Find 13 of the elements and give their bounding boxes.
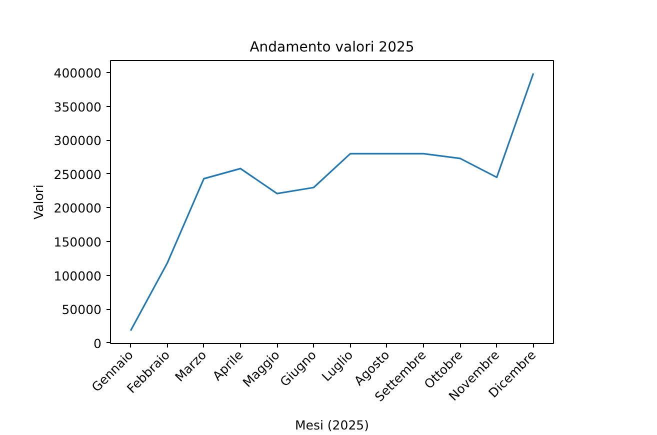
y-axis-title: Valori <box>30 184 46 220</box>
y-tick-label: 350000 <box>54 99 102 114</box>
y-tick-label: 0 <box>94 336 102 351</box>
y-tick-label: 150000 <box>54 234 102 250</box>
y-tick-label: 250000 <box>54 166 102 182</box>
y-tick-label: 200000 <box>54 200 102 216</box>
y-tick-label: 100000 <box>54 268 102 284</box>
y-tick-label: 50000 <box>62 302 102 318</box>
x-axis-title: Mesi (2025) <box>295 418 369 433</box>
chart-title: Andamento valori 2025 <box>250 40 414 56</box>
y-tick-label: 300000 <box>54 133 102 148</box>
y-tick-label: 400000 <box>54 66 102 81</box>
line-series <box>130 72 534 332</box>
